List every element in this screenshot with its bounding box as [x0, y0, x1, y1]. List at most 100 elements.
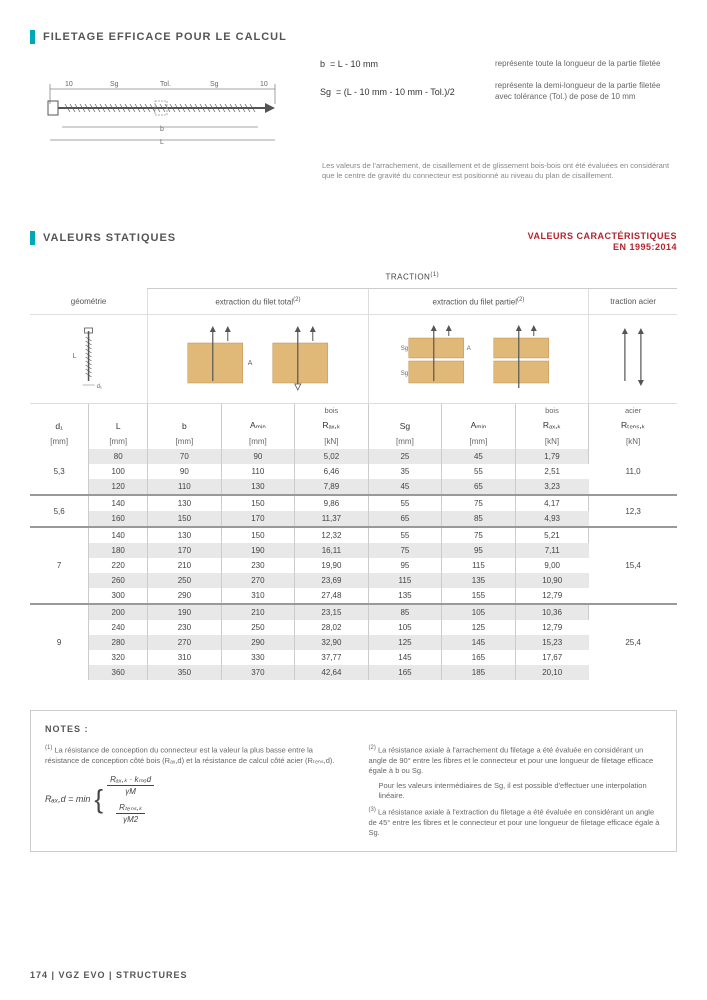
- traction-header-row: TRACTION(1): [30, 269, 677, 288]
- def-descriptions: représente toute la longueur de la parti…: [495, 59, 675, 151]
- table-cell: 4,17: [515, 495, 589, 511]
- hdr-L: L: [89, 417, 148, 434]
- table-cell: 135: [368, 588, 442, 604]
- table-cell: 11,37: [295, 511, 369, 527]
- table-cell: 95: [442, 543, 516, 558]
- red-caption-1: VALEURS CARACTÉRISTIQUES: [528, 231, 677, 243]
- subhead-bois2: bois: [515, 404, 589, 418]
- frac2-den: γM2: [120, 814, 141, 825]
- table-cell: 130: [148, 495, 222, 511]
- table-cell: 130: [221, 479, 295, 495]
- table-cell: 7,11: [515, 543, 589, 558]
- red-caption-2: EN 1995:2014: [528, 242, 677, 254]
- table-cell: 90: [148, 464, 222, 479]
- table-cell: 25: [368, 449, 442, 464]
- table-cell: 4,93: [515, 511, 589, 527]
- screw-diagram-container: 10 Sg Tol. Sg 10: [30, 59, 320, 151]
- def-b-desc: représente toute la longueur de la parti…: [495, 59, 675, 69]
- table-cell: 210: [148, 558, 222, 573]
- mini-extraction-partiel-icon: Sg Sg A: [371, 323, 587, 393]
- table-cell: 290: [148, 588, 222, 604]
- table-row: 714013015012,3255755,2115,4: [30, 527, 677, 543]
- unit-0: [mm]: [30, 434, 89, 449]
- def-b-formula: b = L - 10 mm Sg = (L - 10 mm - 10 mm - …: [320, 59, 495, 151]
- table-cell: 3,23: [515, 479, 589, 495]
- hdr-d1: d₁: [30, 417, 89, 434]
- svg-text:A: A: [466, 346, 470, 352]
- table-cell: 170: [221, 511, 295, 527]
- svg-text:Sg: Sg: [210, 81, 219, 88]
- table-cell: 12,79: [515, 620, 589, 635]
- table-cell: 9,86: [295, 495, 369, 511]
- note-2: La résistance axiale à l'arrachement du …: [369, 745, 654, 775]
- svg-text:10: 10: [65, 81, 73, 88]
- traction-label: TRACTION: [385, 273, 430, 282]
- table-cell: 16,11: [295, 543, 369, 558]
- table-cell: 5,21: [515, 527, 589, 543]
- table-cell: 2,51: [515, 464, 589, 479]
- group-extraction-partiel: extraction du filet partiel: [433, 297, 518, 306]
- table-cell: 120: [89, 479, 148, 495]
- svg-text:Sg: Sg: [110, 81, 119, 88]
- table-cell: 65: [442, 479, 516, 495]
- table-row: 28027029032,9012514515,23: [30, 635, 677, 650]
- section-title-text: VALEURS STATIQUES: [43, 232, 176, 244]
- diagram-row: L d₁ A: [30, 315, 677, 404]
- table-cell: 37,77: [295, 650, 369, 665]
- table-cell: 360: [89, 665, 148, 680]
- table-cell: 160: [89, 511, 148, 527]
- table-cell: 45: [368, 479, 442, 495]
- table-cell: 190: [221, 543, 295, 558]
- table-cell: 370: [221, 665, 295, 680]
- table-cell: 85: [442, 511, 516, 527]
- hdr-Raxk2: Rₐₓ,ₖ: [515, 417, 589, 434]
- table-cell: 70: [148, 449, 222, 464]
- table-cell: 140: [89, 495, 148, 511]
- table-cell: 260: [89, 573, 148, 588]
- table-cell: 125: [368, 635, 442, 650]
- table-row: 16015017011,3765854,93: [30, 511, 677, 527]
- cell-rtens: 12,3: [589, 495, 677, 527]
- unit-8: [kN]: [589, 434, 677, 449]
- table-cell: 105: [368, 620, 442, 635]
- unit-3: [mm]: [221, 434, 295, 449]
- table-cell: 5,02: [295, 449, 369, 464]
- notes-col-right: (2) La résistance axiale à l'arrachement…: [369, 744, 663, 839]
- table-cell: 75: [368, 543, 442, 558]
- unit-7: [kN]: [515, 434, 589, 449]
- table-row: 100901106,4635552,51: [30, 464, 677, 479]
- unit-1: [mm]: [89, 434, 148, 449]
- table-cell: 150: [221, 495, 295, 511]
- table-cell: 310: [221, 588, 295, 604]
- table-row: 30029031027,4813515512,79: [30, 588, 677, 604]
- table-cell: 130: [148, 527, 222, 543]
- table-cell: 290: [221, 635, 295, 650]
- cell-d1: 7: [30, 527, 89, 604]
- table-cell: 270: [148, 635, 222, 650]
- svg-text:Sg: Sg: [400, 346, 407, 352]
- frac2-num: Rₜₑₙₛ,ₖ: [116, 802, 145, 814]
- table-row: 5,38070905,0225451,7911,0: [30, 449, 677, 464]
- svg-text:L: L: [73, 353, 77, 360]
- def-sg-sym: Sg: [320, 87, 331, 97]
- group-geometrie: géométrie: [30, 288, 148, 315]
- table-cell: 32,90: [295, 635, 369, 650]
- table-cell: 6,46: [295, 464, 369, 479]
- svg-text:d₁: d₁: [97, 384, 102, 390]
- table-cell: 220: [89, 558, 148, 573]
- svg-text:A: A: [248, 360, 253, 367]
- table-cell: 20,10: [515, 665, 589, 680]
- notes-col-left: (1) La résistance de conception du conne…: [45, 744, 339, 839]
- def-sg-desc: représente la demi-longueur de la partie…: [495, 81, 675, 102]
- table-cell: 330: [221, 650, 295, 665]
- table-cell: 140: [89, 527, 148, 543]
- table-cell: 200: [89, 604, 148, 620]
- table-row: 32031033037,7714516517,67: [30, 650, 677, 665]
- frac1-den: γM: [122, 786, 139, 797]
- table-row: 5,61401301509,8655754,1712,3: [30, 495, 677, 511]
- table-cell: 150: [221, 527, 295, 543]
- def-sg-eq: = (L - 10 mm - 10 mm - Tol.)/2: [336, 87, 455, 97]
- table-cell: 10,90: [515, 573, 589, 588]
- unit-6: [mm]: [442, 434, 516, 449]
- table-cell: 110: [148, 479, 222, 495]
